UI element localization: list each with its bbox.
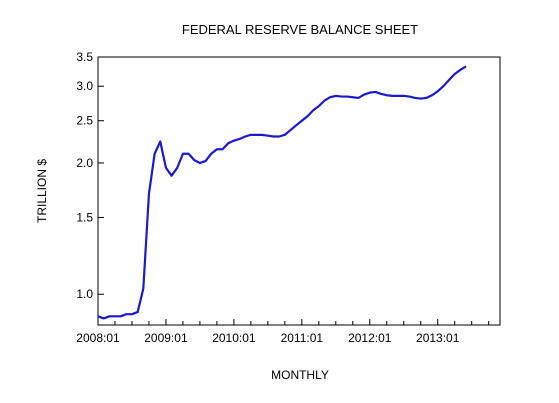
- x-tick-label: 2013:01: [416, 331, 460, 345]
- x-axis-label: MONTHLY: [271, 368, 329, 382]
- y-tick-label: 2.5: [76, 114, 93, 128]
- chart-title: FEDERAL RESERVE BALANCE SHEET: [182, 22, 418, 37]
- x-tick-label: 2011:01: [281, 331, 324, 345]
- x-tick-label: 2012:01: [348, 331, 392, 345]
- y-tick-label: 1.5: [76, 210, 93, 224]
- y-axis: 1.0 1.5 2.0 2.5 3.0 3.5: [76, 50, 104, 301]
- plot-frame: [97, 56, 501, 326]
- x-tick-label: 2010:01: [212, 331, 256, 345]
- y-axis-label: TRILLION $: [35, 159, 49, 223]
- x-axis: 2008:01 2009:01 2010:01 2011:01 2012:01 2013:…: [76, 319, 490, 345]
- x-tick-label: 2009:01: [144, 331, 188, 345]
- y-tick-label: 2.0: [76, 156, 93, 170]
- x-tick-label: 2008:01: [76, 331, 120, 345]
- y-tick-label: 1.0: [76, 287, 93, 301]
- y-tick-label: 3.0: [76, 79, 93, 93]
- series-line: [97, 65, 467, 320]
- y-tick-label: 3.5: [76, 50, 93, 64]
